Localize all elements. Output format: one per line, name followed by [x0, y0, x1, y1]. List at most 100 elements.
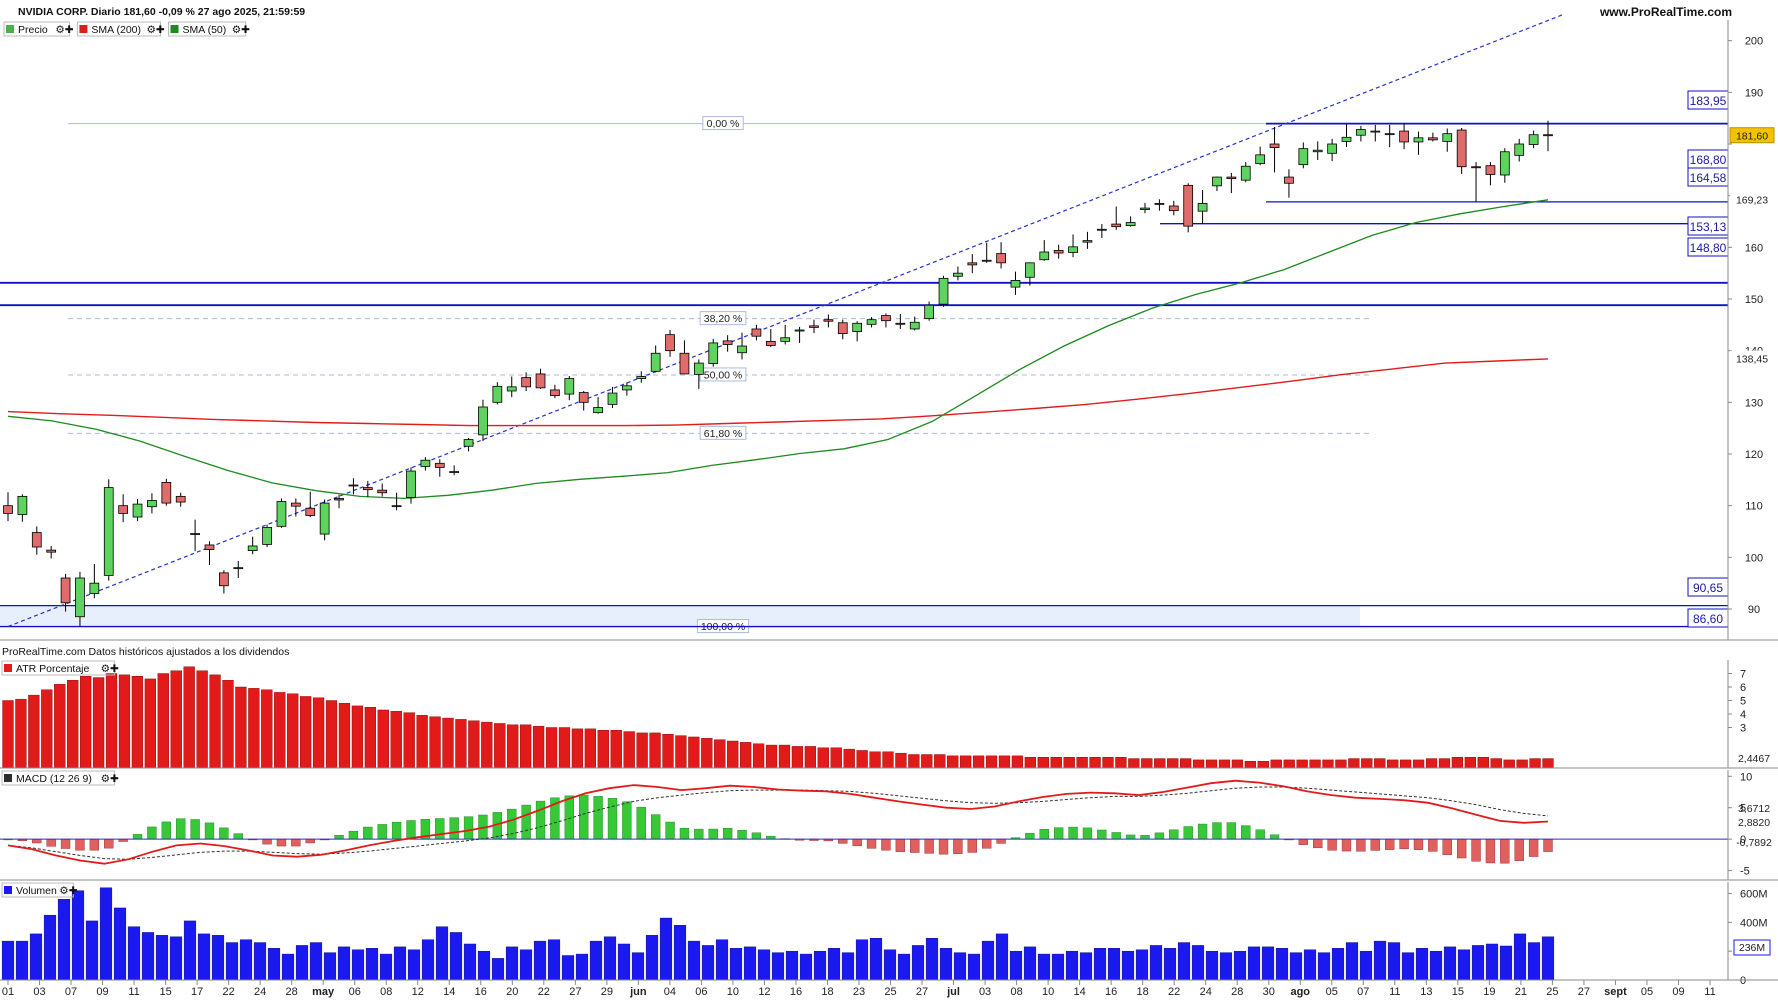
candle[interactable]	[1154, 199, 1165, 211]
candle[interactable]	[132, 498, 143, 522]
candle[interactable]	[1471, 162, 1481, 202]
candle[interactable]	[1528, 130, 1539, 149]
candle[interactable]	[219, 570, 229, 594]
candle[interactable]	[765, 328, 776, 348]
candle[interactable]	[463, 437, 474, 452]
legend-atr-box[interactable]	[1, 660, 116, 676]
candle[interactable]	[420, 457, 431, 471]
candle[interactable]	[1010, 271, 1021, 295]
candle[interactable]	[535, 368, 546, 389]
candle[interactable]	[665, 330, 675, 357]
candle[interactable]	[909, 316, 920, 331]
candle[interactable]	[262, 524, 272, 547]
candle[interactable]	[1039, 240, 1050, 261]
candle[interactable]	[1298, 142, 1309, 169]
candle[interactable]	[967, 254, 978, 274]
candle[interactable]	[1226, 172, 1237, 194]
candle[interactable]	[60, 573, 71, 612]
candle[interactable]	[334, 494, 344, 509]
legend-macd-box[interactable]	[1, 770, 116, 786]
candle[interactable]	[679, 340, 690, 375]
candle[interactable]	[1125, 216, 1136, 227]
candle[interactable]	[981, 242, 992, 263]
candle[interactable]	[1356, 125, 1366, 142]
candle[interactable]	[650, 345, 661, 373]
trendline[interactable]	[7, 14, 1563, 628]
legend-price-box[interactable]	[3, 21, 70, 37]
candle[interactable]	[1096, 224, 1107, 239]
candle[interactable]	[478, 399, 488, 442]
candle[interactable]	[1399, 123, 1409, 150]
candle[interactable]	[1168, 200, 1179, 216]
legend-sma200-box[interactable]	[76, 21, 161, 37]
candle[interactable]	[809, 319, 819, 334]
candle[interactable]	[276, 498, 287, 528]
candle[interactable]	[708, 338, 719, 367]
candle[interactable]	[780, 324, 791, 345]
candle[interactable]	[1327, 138, 1337, 162]
candle[interactable]	[823, 314, 834, 328]
candle[interactable]	[161, 478, 172, 506]
candle[interactable]	[1111, 206, 1122, 230]
candle[interactable]	[1442, 128, 1453, 152]
candle[interactable]	[852, 321, 863, 342]
candle[interactable]	[31, 526, 42, 555]
candle[interactable]	[506, 376, 517, 398]
candle[interactable]	[118, 494, 129, 523]
price-panel[interactable]: 901001101201301401501601902000,00 %38,20…	[0, 14, 1778, 641]
candle[interactable]	[348, 478, 359, 495]
candle[interactable]	[305, 491, 316, 518]
candle[interactable]	[247, 536, 258, 555]
candle[interactable]	[924, 301, 934, 321]
candle[interactable]	[593, 397, 603, 414]
candle[interactable]	[449, 465, 460, 476]
candle[interactable]	[406, 467, 416, 504]
candle[interactable]	[1370, 124, 1381, 142]
brand-url[interactable]: www.ProRealTime.com	[1599, 5, 1732, 19]
candle[interactable]	[1413, 131, 1424, 155]
candle[interactable]	[866, 317, 877, 328]
candle[interactable]	[3, 492, 13, 522]
candle[interactable]	[75, 571, 85, 627]
candle[interactable]	[1543, 120, 1553, 152]
candle[interactable]	[1255, 146, 1266, 166]
candle[interactable]	[578, 390, 589, 411]
legend-volume-box[interactable]	[1, 882, 74, 898]
candle[interactable]	[564, 375, 575, 401]
candle[interactable]	[996, 242, 1006, 269]
candle[interactable]	[233, 560, 244, 578]
candle[interactable]	[1485, 162, 1496, 186]
candle[interactable]	[377, 483, 388, 497]
sma200-line[interactable]	[7, 358, 1549, 427]
atr-panel[interactable]: 3 45 67 2,4467 ATR Porcentaje ⚙✚	[0, 660, 1778, 769]
candle[interactable]	[1312, 141, 1323, 161]
candle[interactable]	[362, 480, 373, 497]
candle[interactable]	[794, 326, 805, 343]
macd-panel[interactable]: -5 0 5 10 3,6712 2,8820 -0,7892 MACD (12 26 9) ⚙…	[0, 770, 1778, 881]
candle[interactable]	[434, 459, 445, 477]
volume-panel[interactable]: 0 400M 600M 236M Volumen ⚙✚	[0, 882, 1778, 987]
candle[interactable]	[175, 492, 186, 507]
sma50-line[interactable]	[7, 199, 1549, 500]
legend-sma50-box[interactable]	[168, 21, 247, 37]
candle[interactable]	[1341, 124, 1352, 148]
candle[interactable]	[622, 382, 632, 396]
candle[interactable]	[1499, 148, 1510, 183]
candle[interactable]	[1053, 244, 1064, 259]
candle[interactable]	[837, 319, 848, 340]
macd-line[interactable]	[7, 779, 1549, 865]
candle[interactable]	[1082, 231, 1093, 249]
candle[interactable]	[1068, 234, 1078, 258]
candle[interactable]	[1197, 189, 1208, 224]
candle[interactable]	[693, 359, 704, 389]
candle[interactable]	[204, 541, 215, 566]
candle[interactable]	[190, 519, 200, 552]
candle[interactable]	[89, 564, 100, 599]
candle[interactable]	[1514, 138, 1525, 162]
candle[interactable]	[1212, 176, 1222, 192]
candle[interactable]	[938, 275, 949, 307]
candle[interactable]	[290, 498, 301, 517]
candle[interactable]	[1284, 169, 1294, 198]
candle[interactable]	[1427, 132, 1438, 142]
candle[interactable]	[46, 545, 57, 559]
